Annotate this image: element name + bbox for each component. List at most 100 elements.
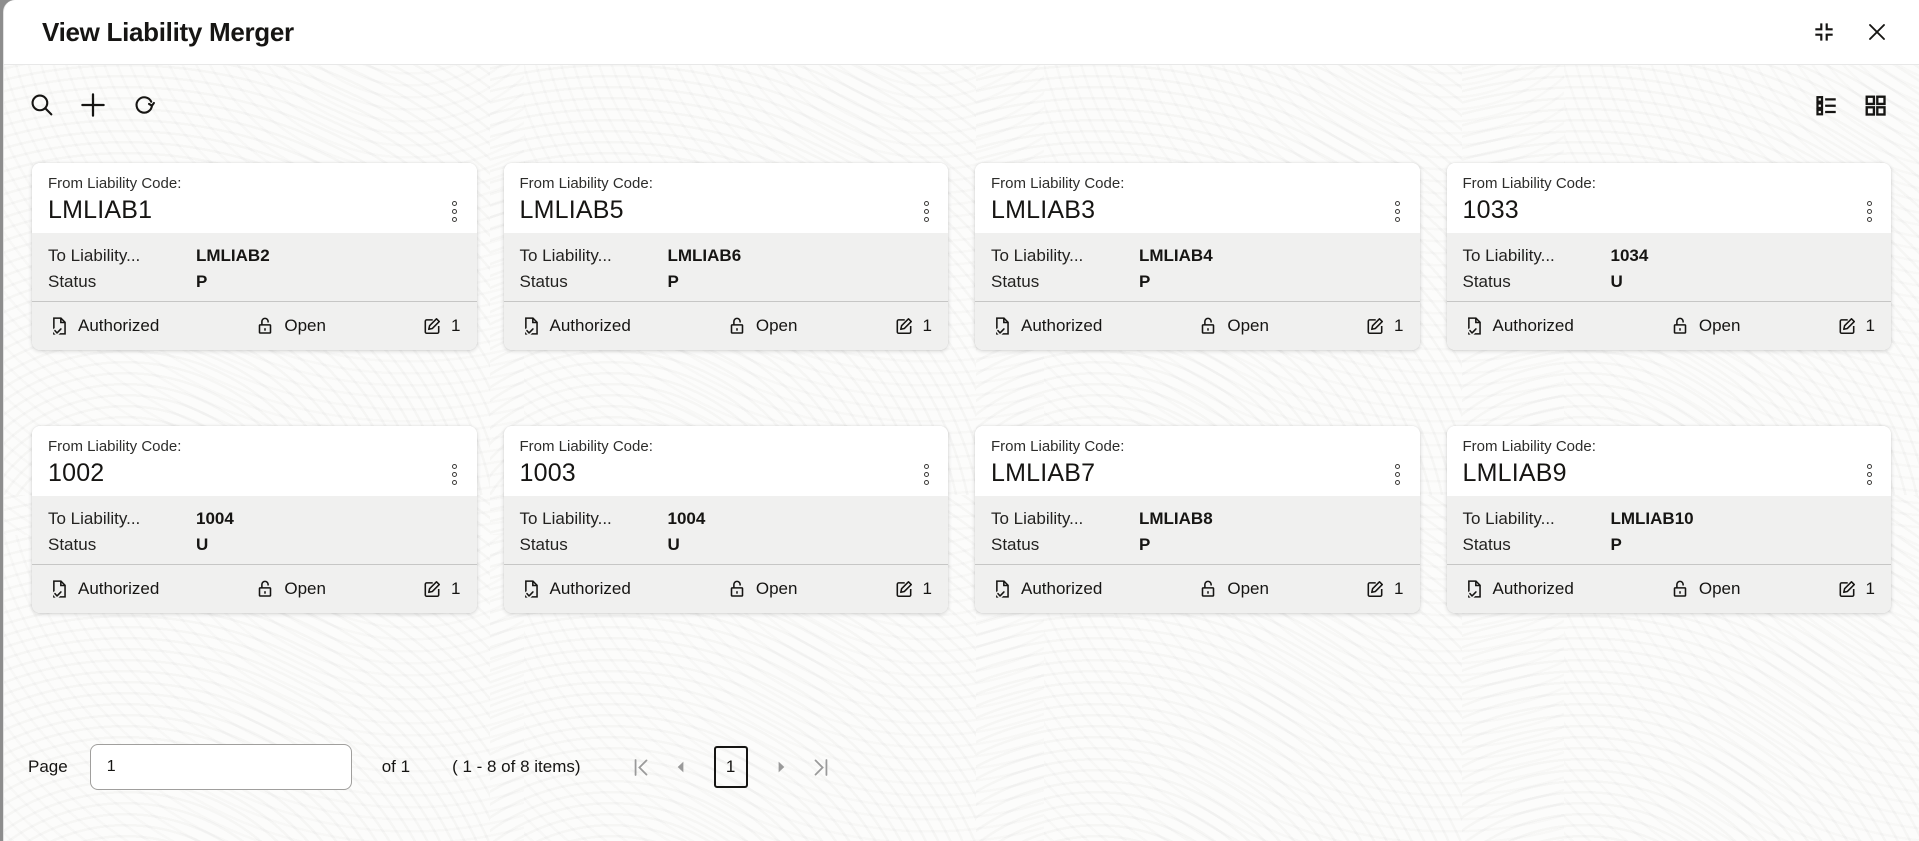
edit-count[interactable]: 1 (893, 315, 932, 337)
card-body: To Liability... LMLIAB10 Status P (1446, 496, 1891, 564)
kebab-menu-button[interactable] (916, 199, 936, 223)
edit-count[interactable]: 1 (1364, 315, 1404, 337)
authorized-status: Authorized (48, 315, 159, 337)
authorized-document-icon (1463, 578, 1485, 600)
authorized-status: Authorized (991, 315, 1102, 337)
status-label: Status (48, 535, 97, 554)
refresh-button[interactable] (130, 91, 158, 119)
edit-count-value: 1 (451, 579, 461, 598)
kebab-menu-button[interactable] (1859, 462, 1879, 486)
kebab-menu-button[interactable] (1388, 462, 1408, 486)
edit-count-value: 1 (922, 316, 932, 335)
to-liability-row: To Liability... 1004 (48, 506, 461, 532)
edit-count[interactable]: 1 (893, 578, 932, 600)
status-row: Status P (991, 269, 1404, 295)
authorized-document-icon (520, 315, 542, 337)
add-icon (78, 90, 108, 120)
edit-count[interactable]: 1 (1836, 578, 1875, 600)
status-row: Status P (991, 532, 1404, 558)
from-liability-label: From Liability Code: (519, 175, 653, 192)
lock-open-icon (254, 578, 276, 600)
authorized-label: Authorized (78, 316, 160, 335)
authorized-status: Authorized (1463, 315, 1574, 337)
card-footer: Authorized Open (32, 301, 477, 350)
to-liability-row: To Liability... LMLIAB10 (1463, 506, 1876, 532)
kebab-dot (452, 208, 457, 214)
edit-count-value: 1 (451, 316, 461, 335)
prev-page-button[interactable] (670, 756, 692, 778)
card-body: To Liability... 1004 Status U (32, 496, 477, 564)
authorized-status: Authorized (1463, 578, 1574, 600)
edit-count-value: 1 (922, 579, 932, 598)
edit-count[interactable]: 1 (421, 315, 461, 337)
current-page-button[interactable]: 1 (713, 746, 748, 788)
lock-open-icon (726, 315, 748, 337)
authorized-label: Authorized (78, 579, 160, 598)
card-header: From Liability Code: LMLIAB7 (975, 426, 1420, 496)
edit-count-value: 1 (1865, 316, 1875, 335)
status-row: Status P (48, 269, 461, 295)
kebab-dot (452, 216, 457, 222)
kebab-menu-button[interactable] (445, 462, 465, 486)
toolbar-left (28, 90, 158, 120)
card-header: From Liability Code: LMLIAB3 (975, 163, 1420, 233)
last-page-button[interactable] (808, 755, 833, 780)
toolbar (4, 65, 1919, 123)
card-header: From Liability Code: LMLIAB5 (503, 163, 948, 233)
to-liability-row: To Liability... LMLIAB8 (991, 506, 1404, 532)
liability-card: From Liability Code: 1033 To Liability..… (1446, 163, 1891, 350)
to-liability-value: 1004 (667, 509, 706, 528)
first-page-icon (629, 755, 654, 780)
to-liability-row: To Liability... 1004 (520, 506, 933, 532)
kebab-menu-button[interactable] (445, 199, 465, 223)
card-grid: From Liability Code: LMLIAB1 To Liabilit… (32, 163, 1891, 613)
card-footer: Authorized Open (32, 564, 477, 613)
content-area: From Liability Code: LMLIAB1 To Liabilit… (4, 65, 1919, 841)
grid-view-icon (1862, 92, 1889, 119)
status-label: Status (48, 272, 97, 291)
lock-open-icon (254, 315, 276, 337)
list-view-button[interactable] (1813, 92, 1840, 119)
collapse-button[interactable] (1811, 19, 1837, 45)
to-liability-row: To Liability... LMLIAB2 (48, 243, 461, 269)
edit-icon (421, 578, 443, 600)
next-page-button[interactable] (770, 756, 792, 778)
kebab-menu-button[interactable] (1859, 199, 1879, 223)
from-liability-label: From Liability Code: (48, 175, 182, 192)
edit-icon (421, 315, 443, 337)
first-page-button[interactable] (629, 755, 654, 780)
edit-count[interactable]: 1 (1364, 578, 1404, 600)
card-footer: Authorized Open (503, 301, 948, 350)
from-liability-value: 1002 (48, 459, 105, 487)
kebab-dot (1866, 208, 1872, 214)
grid-view-button[interactable] (1862, 92, 1889, 119)
page-input[interactable] (89, 744, 352, 790)
edit-count[interactable]: 1 (421, 578, 461, 600)
card-body: To Liability... LMLIAB8 Status P (975, 496, 1420, 564)
status-label: Status (991, 535, 1040, 554)
collapse-icon (1811, 19, 1837, 45)
card-footer: Authorized Open (975, 564, 1420, 613)
add-button[interactable] (78, 90, 108, 120)
card-header: From Liability Code: LMLIAB1 (32, 163, 477, 233)
search-icon (28, 91, 56, 119)
to-liability-label: To Liability... (48, 509, 141, 528)
from-liability-value: LMLIAB7 (991, 459, 1096, 487)
kebab-menu-button[interactable] (1388, 199, 1408, 223)
open-status: Open (1197, 578, 1269, 600)
from-liability-label: From Liability Code: (48, 438, 182, 455)
liability-card: From Liability Code: LMLIAB3 To Liabilit… (975, 163, 1420, 350)
card-footer: Authorized Open (1446, 301, 1891, 350)
status-row: Status P (1463, 532, 1876, 558)
search-button[interactable] (28, 91, 56, 119)
kebab-menu-button[interactable] (916, 462, 936, 486)
authorized-status: Authorized (991, 578, 1102, 600)
authorized-label: Authorized (1492, 579, 1574, 598)
authorized-status: Authorized (520, 315, 631, 337)
to-liability-label: To Liability... (991, 509, 1084, 528)
edit-count[interactable]: 1 (1836, 315, 1875, 337)
status-value: P (667, 272, 679, 291)
close-button[interactable] (1865, 20, 1889, 44)
edit-icon (1836, 578, 1858, 600)
